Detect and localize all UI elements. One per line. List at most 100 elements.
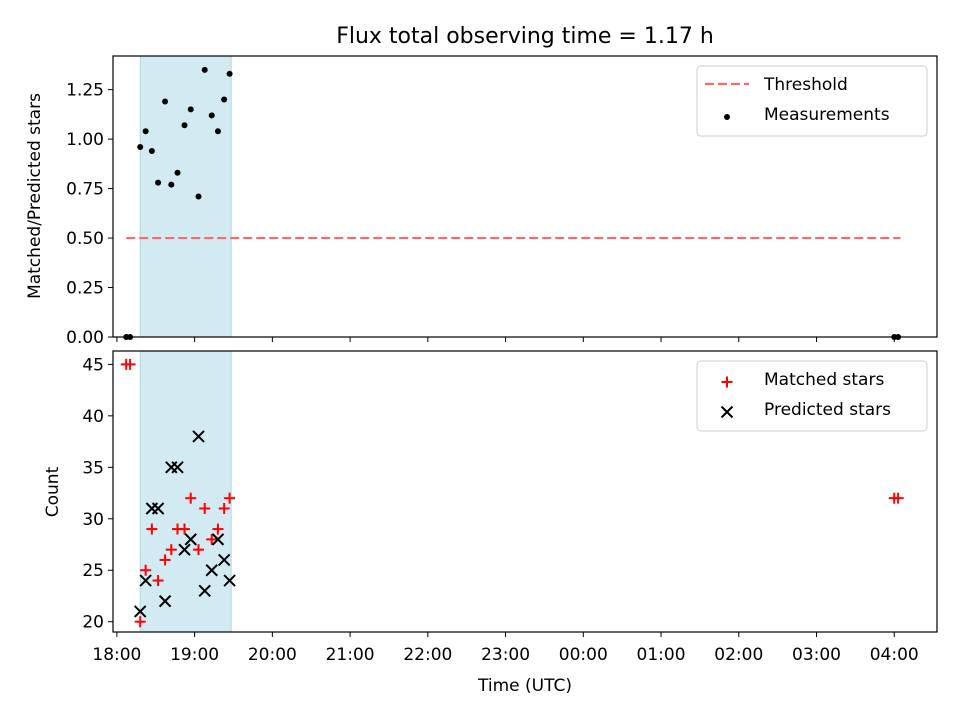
top-y-tick-label: 1.00 <box>66 130 104 150</box>
matched-star-point <box>892 492 904 504</box>
x-stroke-b <box>217 553 231 567</box>
legend-predicted-swatch <box>720 405 734 419</box>
measurement-point <box>221 96 228 103</box>
x-stroke-b <box>171 461 184 474</box>
predicted-star-point <box>223 574 236 587</box>
x-tick-label: 20:00 <box>248 645 297 665</box>
legend-box <box>696 360 928 432</box>
predicted-star-point <box>178 543 191 556</box>
bottom-y-tick-label: 35 <box>82 458 104 478</box>
measurement-point <box>142 128 149 135</box>
legend-matched-swatch <box>721 376 733 388</box>
matched-star-point <box>152 575 164 587</box>
matched-star-point <box>185 492 197 504</box>
predicted-star-point <box>151 502 165 515</box>
legend-label: Matched stars <box>764 370 884 390</box>
bottom-series-1 <box>120 358 904 628</box>
top-observing-window <box>139 55 232 338</box>
measurement-point <box>208 112 215 119</box>
top-y-tick-label: 1.25 <box>66 81 104 101</box>
x-tick-label: 23:00 <box>481 645 530 665</box>
predicted-star-point <box>184 533 197 546</box>
top-y-axis-label: Matched/Predicted stars <box>25 93 45 299</box>
x-tick-label: 18:00 <box>92 645 141 665</box>
bottom-legend: Matched stars Predicted stars <box>696 360 928 432</box>
bottom-y-tick-label: 40 <box>82 407 104 427</box>
measurement-point <box>226 70 233 77</box>
measurement-point <box>148 147 155 154</box>
x-tick-label: 19:00 <box>170 645 219 665</box>
predicted-star-point <box>198 584 211 598</box>
top-y-tick-label: 0.00 <box>66 328 104 348</box>
matched-star-point <box>199 502 211 514</box>
matched-star-point <box>212 523 224 535</box>
predicted-star-point <box>158 594 172 608</box>
x-stroke-b <box>223 574 236 587</box>
bottom-y-tick-label: 30 <box>82 510 104 530</box>
measurement-point <box>187 106 194 113</box>
measurement-point <box>137 144 144 151</box>
predicted-star-point <box>134 605 147 618</box>
legend-label: Predicted stars <box>764 400 891 420</box>
matched-star-point <box>224 492 236 504</box>
x-tick-label: 21:00 <box>326 645 375 665</box>
top-y-tick-label: 0.75 <box>66 180 104 200</box>
measurement-point <box>181 122 188 129</box>
measurement-point <box>214 128 221 135</box>
measurement-point <box>174 169 181 176</box>
x-tick-label: 03:00 <box>792 645 841 665</box>
matched-star-point <box>140 564 152 576</box>
legend-label: Measurements <box>764 105 890 125</box>
matched-star-point <box>179 523 191 535</box>
measurement-point <box>162 98 169 105</box>
measurement-point <box>168 181 175 188</box>
x-tick-label: 02:00 <box>714 645 763 665</box>
measurement-point <box>195 193 202 200</box>
x-stroke-b <box>139 574 152 587</box>
measurement-point <box>155 179 162 186</box>
measurement-point <box>201 66 208 73</box>
predicted-star-point <box>205 564 218 577</box>
bottom-y-tick-label: 20 <box>82 613 104 633</box>
bottom-series-2 <box>134 430 236 618</box>
x-stroke-b <box>158 594 172 608</box>
x-tick-label: 01:00 <box>637 645 686 665</box>
legend-label: Threshold <box>763 75 848 95</box>
top-axes-frame <box>112 55 938 338</box>
x-axis-label: Time (UTC) <box>477 676 572 696</box>
top-legend: Threshold Measurements <box>696 65 928 137</box>
bottom-y-tick-label: 25 <box>82 561 104 581</box>
x-stroke-b <box>134 605 147 618</box>
chart-title: Flux total observing time = 1.17 h <box>336 24 714 49</box>
matched-star-point <box>165 544 177 556</box>
predicted-star-point <box>211 533 225 546</box>
matched-star-point <box>134 616 146 628</box>
bottom-observing-window <box>139 350 232 633</box>
top-y-tick-label: 0.50 <box>66 229 104 249</box>
x-tick-label: 22:00 <box>403 645 452 665</box>
matched-star-point <box>206 533 218 545</box>
matched-star-point <box>159 554 171 566</box>
bottom-y-axis-label: Count <box>43 466 63 517</box>
predicted-star-point <box>217 553 231 567</box>
x-stroke-b <box>192 430 205 443</box>
predicted-star-point <box>171 461 184 474</box>
x-stroke-b <box>178 543 191 556</box>
top-panel: 0.00 0.25 0.50 0.75 1.00 1.25 Threshold Measure… <box>66 55 938 348</box>
x-tick-label: 04:00 <box>870 645 919 665</box>
matched-star-point <box>193 544 205 556</box>
top-y-tick-label: 0.25 <box>66 279 104 299</box>
bottom-axes-frame <box>112 350 938 633</box>
x-stroke-b <box>184 533 197 546</box>
legend-measurement-swatch <box>724 114 730 120</box>
matched-star-point <box>218 502 230 514</box>
x-stroke-b <box>205 564 218 577</box>
x-stroke-b <box>720 405 734 419</box>
x-stroke-b <box>198 584 211 598</box>
bottom-y-tick-label: 45 <box>82 355 104 375</box>
matched-star-point <box>146 523 158 535</box>
predicted-star-point <box>139 574 152 587</box>
x-stroke-b <box>151 502 165 515</box>
x-tick-label: 00:00 <box>559 645 608 665</box>
